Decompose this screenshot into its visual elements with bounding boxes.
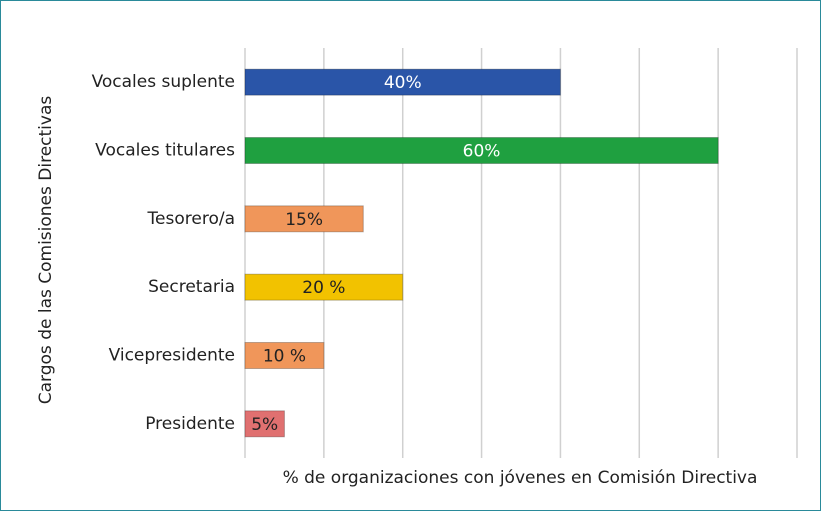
y-axis-label: Cargos de las Comisiones Directivas [36, 96, 56, 405]
data-label: 10 % [263, 347, 306, 367]
bar [244, 137, 719, 164]
y-tick-label: Presidente [145, 414, 235, 434]
data-label: 40% [384, 73, 422, 93]
bar [244, 342, 325, 369]
data-label: 15% [285, 210, 323, 230]
bar [244, 205, 364, 233]
bar [244, 68, 561, 96]
x-axis-label: % de organizaciones con jóvenes en Comis… [283, 468, 758, 488]
y-tick-label: Vocales suplente [92, 72, 235, 92]
y-tick-label: Vocales titulares [95, 141, 235, 161]
data-label: 20 % [302, 278, 345, 298]
data-label: 5% [251, 415, 278, 435]
y-tick-label: Vicepresidente [109, 346, 235, 366]
bar [244, 410, 285, 438]
data-label: 60% [463, 142, 501, 162]
y-tick-label: Tesorero/a [147, 209, 235, 229]
bar [244, 273, 404, 301]
y-tick-label: Secretaria [148, 277, 235, 297]
